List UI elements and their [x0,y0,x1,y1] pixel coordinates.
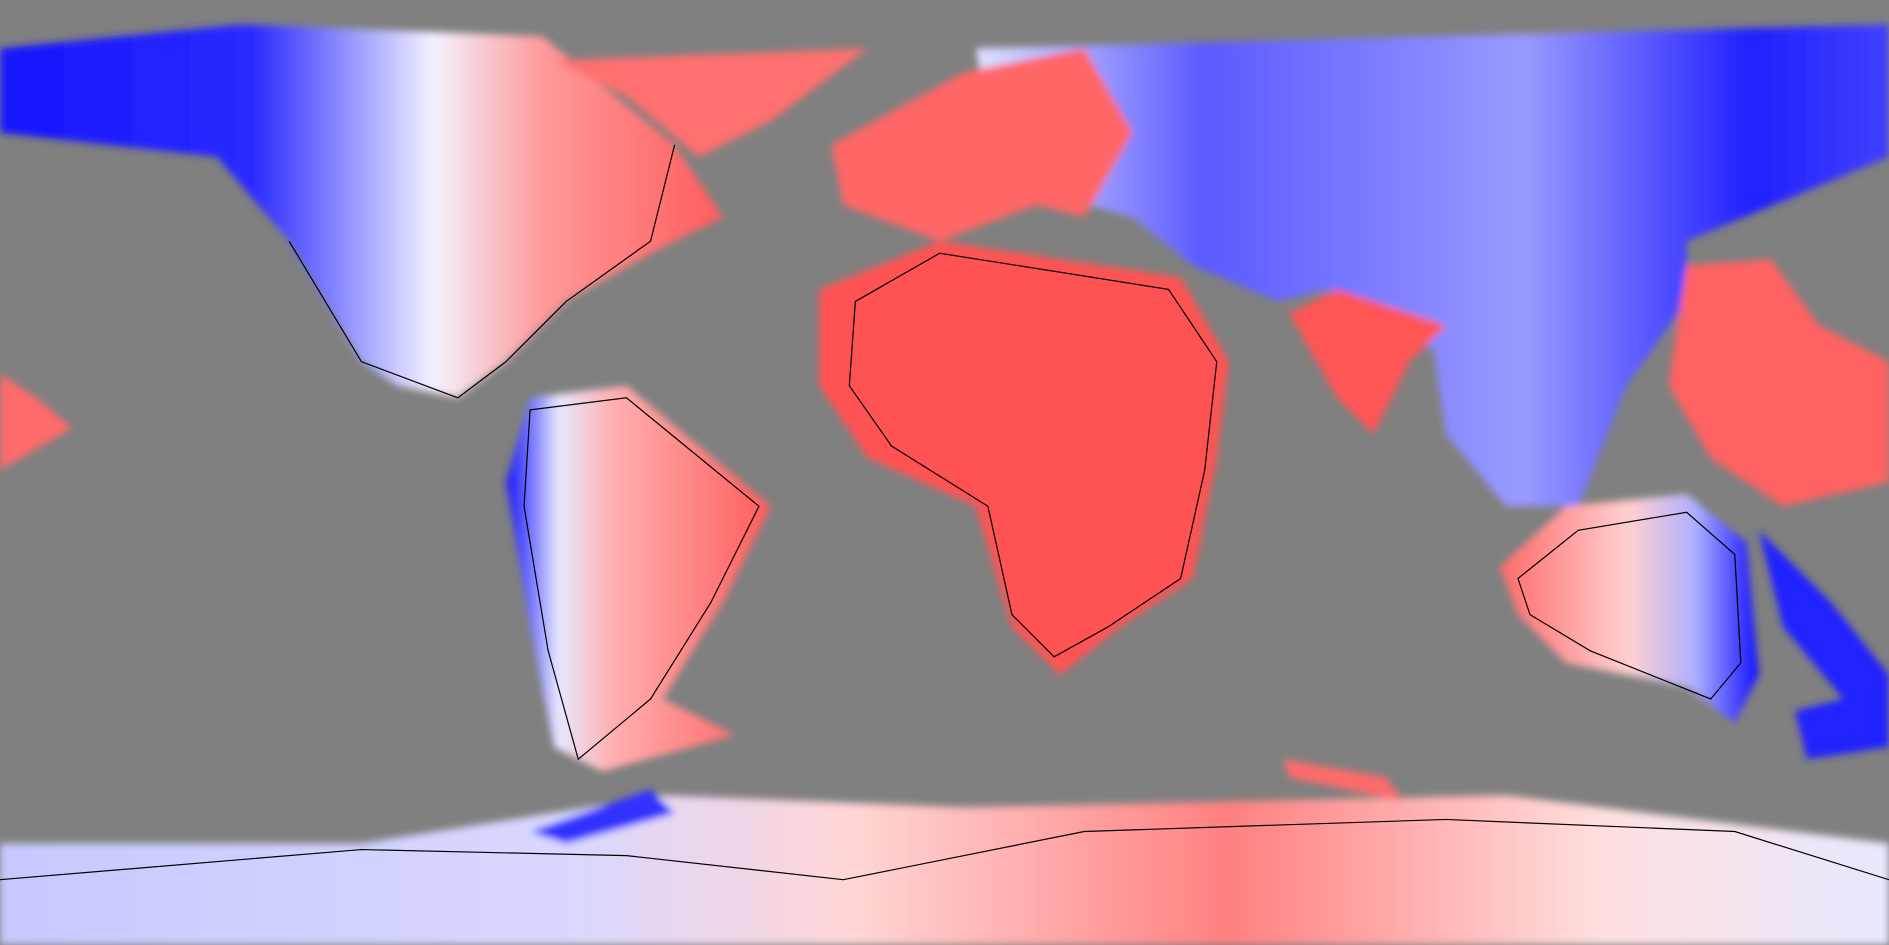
new-zealand [1758,530,1889,760]
coastlines [0,144,1889,881]
coast-australia [1517,511,1742,700]
north-america [0,24,723,398]
europe [831,48,1133,242]
coast-sa [523,397,760,761]
india [1289,289,1446,434]
coast-africa [848,252,1218,658]
south-america [505,385,772,772]
greenland [554,48,868,157]
field [0,24,1889,945]
eurasia [975,24,1889,507]
australia [1499,494,1759,724]
africa [819,241,1229,675]
southern-patch [1283,759,1404,802]
antarctica [0,795,1889,945]
coast-antarctica [0,818,1889,881]
coast-na [288,144,676,399]
left-patch [0,373,73,471]
pacific-patch [1668,259,1889,507]
antarctic-peninsula [530,789,675,844]
